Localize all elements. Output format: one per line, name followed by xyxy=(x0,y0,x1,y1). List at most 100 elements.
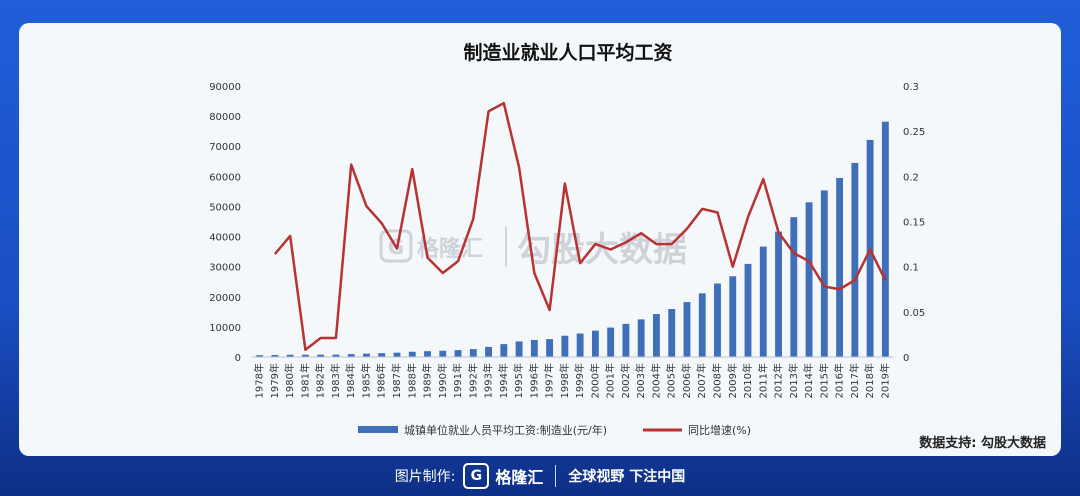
y-left-axis: 0 10000 20000 30000 40000 50000 60000 70000 8000… xyxy=(209,82,241,364)
bar xyxy=(485,346,492,357)
x-tick-label: 2006年 xyxy=(680,363,693,398)
bar xyxy=(561,335,569,357)
y-left-tick-label: 50000 xyxy=(209,202,241,213)
y-left-tick-label: 70000 xyxy=(209,142,241,153)
bar xyxy=(668,309,676,357)
x-tick-label: 1986年 xyxy=(375,363,388,398)
made-by-label: 图片制作: xyxy=(394,469,456,485)
watermark-divider xyxy=(505,227,507,267)
bar xyxy=(439,350,447,357)
bar xyxy=(805,202,813,357)
bar xyxy=(454,350,462,357)
y-left-tick-label: 40000 xyxy=(209,233,241,244)
bar xyxy=(301,354,309,357)
footer-divider xyxy=(555,465,557,487)
x-tick-label: 2013年 xyxy=(787,363,800,398)
y-right-tick-label: 0.25 xyxy=(903,127,925,138)
x-tick-label: 2011年 xyxy=(756,363,769,398)
bar xyxy=(775,231,782,357)
x-tick-label: 1990年 xyxy=(436,363,449,398)
bar xyxy=(836,177,844,357)
y-left-tick-label: 0 xyxy=(235,353,241,364)
x-tick-label: 1994年 xyxy=(497,363,510,398)
x-tick-label: 1979年 xyxy=(268,363,281,398)
bar xyxy=(332,354,340,357)
x-tick-label: 1987年 xyxy=(390,363,403,398)
x-tick-label: 2015年 xyxy=(817,363,830,398)
x-tick-label: 2002年 xyxy=(619,363,632,398)
y-right-tick-label: 0.1 xyxy=(903,263,919,274)
x-tick-label: 2007年 xyxy=(695,363,708,398)
legend-line-label: 同比增速(%) xyxy=(688,423,751,437)
x-tick-label: 1984年 xyxy=(344,363,357,398)
bar xyxy=(393,352,401,357)
y-right-tick-label: 0.2 xyxy=(903,172,919,183)
x-tick-label: 1983年 xyxy=(329,363,342,398)
footer: 图片制作: G 格隆汇 全球视野 下注中国 xyxy=(0,456,1080,496)
bar xyxy=(851,162,859,357)
x-tick-label: 2001年 xyxy=(604,363,617,398)
bar xyxy=(820,190,828,357)
x-axis: 1978年 1979年 1980年 1981年 1982年 1983年 1984年 1985年… xyxy=(252,356,893,398)
bar xyxy=(378,353,386,357)
x-tick-label: 2016年 xyxy=(833,363,846,398)
chart-title: 制造业就业人口平均工资 xyxy=(463,41,672,64)
y-left-tick-label: 20000 xyxy=(209,293,241,304)
x-tick-label: 1988年 xyxy=(405,363,418,398)
y-left-tick-label: 30000 xyxy=(209,263,241,274)
y-right-tick-label: 0 xyxy=(903,353,909,364)
y-right-tick-label: 0.05 xyxy=(903,308,925,319)
x-tick-label: 2005年 xyxy=(665,363,678,398)
bar xyxy=(515,341,523,357)
x-tick-label: 1996年 xyxy=(527,363,540,398)
y-right-axis: 0 0.05 0.1 0.15 0.2 0.25 0.3 xyxy=(903,82,925,364)
y-left-tick-label: 10000 xyxy=(209,323,241,334)
x-tick-label: 1995年 xyxy=(512,363,525,398)
bar xyxy=(683,302,691,357)
y-right-tick-label: 0.3 xyxy=(903,82,919,93)
bar xyxy=(530,340,538,357)
x-tick-label: 1980年 xyxy=(283,363,296,398)
bar xyxy=(317,354,325,357)
x-tick-label: 2009年 xyxy=(726,363,739,398)
x-tick-label: 2000年 xyxy=(588,363,601,398)
x-tick-label: 1989年 xyxy=(421,363,434,398)
x-tick-label: 1982年 xyxy=(314,363,327,398)
bar xyxy=(714,283,721,357)
brand-name: 格隆汇 xyxy=(495,468,544,487)
bar xyxy=(698,293,706,357)
slogan: 全球视野 下注中国 xyxy=(568,469,686,485)
bar xyxy=(622,323,630,357)
y-left-tick-label: 60000 xyxy=(209,172,241,183)
legend-bar-swatch xyxy=(358,426,398,433)
x-tick-label: 1985年 xyxy=(359,363,372,398)
bar xyxy=(286,354,294,357)
x-tick-label: 1993年 xyxy=(482,363,495,398)
x-tick-label: 1992年 xyxy=(466,363,479,398)
bar xyxy=(347,354,355,357)
x-tick-label: 2003年 xyxy=(634,363,647,398)
bar xyxy=(591,330,599,357)
x-tick-label: 1997年 xyxy=(543,363,556,398)
bar xyxy=(546,339,554,357)
data-source: 数据支持: 勾股大数据 xyxy=(919,435,1046,451)
y-right-tick-label: 0.15 xyxy=(903,218,925,229)
x-tick-label: 1999年 xyxy=(573,363,586,398)
bar xyxy=(500,344,508,357)
bar xyxy=(653,314,660,357)
bar xyxy=(424,351,431,357)
x-tick-label: 1978年 xyxy=(253,363,266,398)
x-tick-label: 2014年 xyxy=(802,363,815,398)
bar xyxy=(271,354,279,357)
bar xyxy=(363,353,370,357)
bar xyxy=(408,351,416,357)
bar xyxy=(607,327,615,357)
watermark: G 格隆汇 勾股大数据 xyxy=(379,227,687,270)
bar xyxy=(637,319,645,357)
y-left-tick-label: 90000 xyxy=(209,82,241,93)
x-tick-label: 2004年 xyxy=(649,363,662,398)
x-tick-label: 2012年 xyxy=(772,363,785,398)
x-tick-label: 2019年 xyxy=(878,363,891,398)
x-tick-label: 1998年 xyxy=(558,363,571,398)
bar xyxy=(469,349,477,357)
